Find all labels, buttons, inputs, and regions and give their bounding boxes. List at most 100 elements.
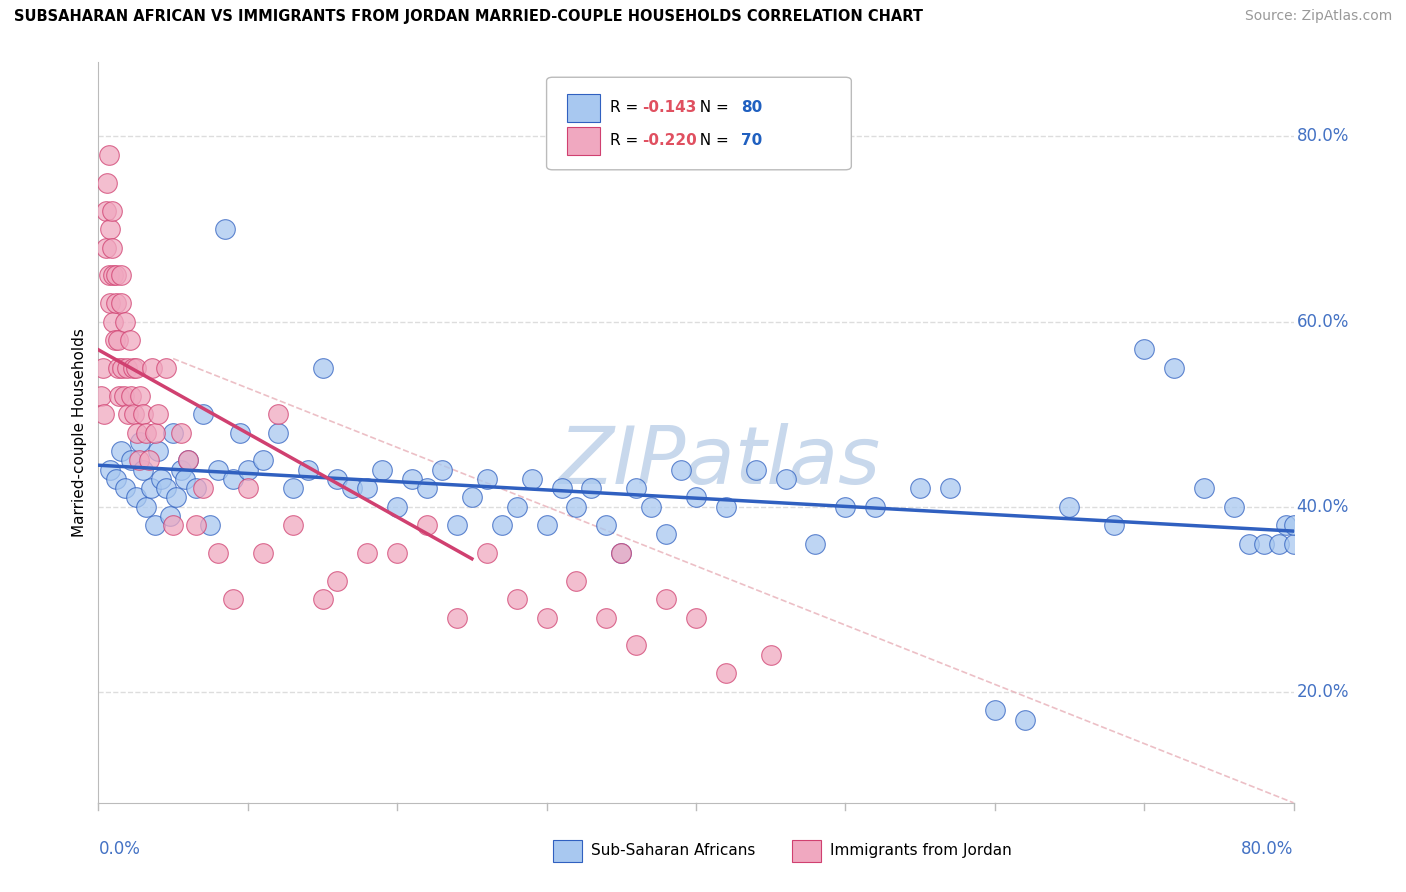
Point: [536, 518, 558, 533]
Point: [865, 500, 887, 514]
Point: [96, 176, 118, 190]
Point: [191, 481, 214, 495]
Point: [97, 268, 120, 283]
Point: [550, 481, 572, 495]
Point: [207, 546, 229, 560]
Point: [120, 453, 142, 467]
Point: [475, 472, 498, 486]
Text: 80.0%: 80.0%: [1241, 840, 1294, 858]
Point: [165, 491, 187, 505]
Point: [565, 500, 588, 514]
Point: [1014, 713, 1036, 727]
Point: [120, 389, 142, 403]
Point: [98, 222, 122, 236]
Point: [1282, 518, 1305, 533]
Point: [446, 518, 468, 533]
Point: [401, 472, 423, 486]
Point: [385, 500, 409, 514]
Point: [908, 481, 931, 495]
Point: [416, 481, 439, 495]
Point: [141, 360, 163, 375]
Point: [110, 444, 132, 458]
Point: [281, 518, 304, 533]
Point: [506, 500, 529, 514]
Point: [1223, 500, 1246, 514]
Text: N =: N =: [690, 100, 734, 115]
Point: [1104, 518, 1126, 533]
Point: [132, 407, 155, 421]
Point: [430, 462, 453, 476]
Point: [222, 472, 245, 486]
Point: [685, 491, 707, 505]
Point: [655, 527, 678, 541]
Point: [311, 592, 333, 607]
Point: [143, 518, 166, 533]
Point: [311, 360, 333, 375]
Point: [626, 639, 648, 653]
Point: [595, 518, 617, 533]
Point: [834, 500, 856, 514]
Point: [107, 360, 129, 375]
Point: [626, 481, 648, 495]
Point: [1192, 481, 1215, 495]
Point: [1253, 536, 1275, 550]
Point: [94, 240, 117, 254]
Point: [281, 481, 304, 495]
Point: [491, 518, 513, 533]
Point: [105, 268, 128, 283]
Point: [356, 481, 378, 495]
Point: [177, 453, 200, 467]
Point: [1059, 500, 1081, 514]
Point: [117, 407, 139, 421]
Point: [506, 592, 529, 607]
Point: [148, 407, 170, 421]
Point: [174, 472, 197, 486]
Point: [177, 453, 200, 467]
Point: [162, 425, 184, 440]
Point: [252, 546, 274, 560]
Point: [214, 222, 236, 236]
Point: [101, 203, 124, 218]
Point: [103, 314, 125, 328]
Text: 20.0%: 20.0%: [1296, 682, 1348, 701]
Point: [222, 592, 245, 607]
FancyBboxPatch shape: [547, 78, 852, 169]
Point: [610, 546, 633, 560]
Text: N =: N =: [690, 134, 734, 148]
Point: [135, 425, 157, 440]
Point: [326, 472, 349, 486]
Point: [90, 389, 112, 403]
Point: [475, 546, 498, 560]
Point: [104, 333, 127, 347]
Point: [759, 648, 782, 662]
Point: [1282, 536, 1305, 550]
Point: [127, 425, 149, 440]
Point: [98, 462, 122, 476]
Point: [105, 296, 128, 310]
Point: [326, 574, 349, 588]
Point: [184, 518, 207, 533]
Point: [103, 268, 125, 283]
Point: [138, 453, 160, 467]
Text: 80.0%: 80.0%: [1296, 128, 1348, 145]
Point: [155, 481, 177, 495]
Point: [267, 407, 290, 421]
Point: [416, 518, 439, 533]
Point: [536, 610, 558, 624]
Point: [565, 574, 588, 588]
FancyBboxPatch shape: [792, 840, 821, 862]
Point: [267, 425, 290, 440]
Point: [110, 296, 132, 310]
Point: [101, 240, 124, 254]
Text: R =: R =: [610, 100, 643, 115]
Point: [159, 508, 181, 523]
Point: [669, 462, 692, 476]
Point: [1275, 518, 1298, 533]
Point: [129, 389, 152, 403]
Point: [804, 536, 827, 550]
Text: 60.0%: 60.0%: [1296, 312, 1348, 331]
Point: [461, 491, 484, 505]
Text: SUBSAHARAN AFRICAN VS IMMIGRANTS FROM JORDAN MARRIED-COUPLE HOUSEHOLDS CORRELATI: SUBSAHARAN AFRICAN VS IMMIGRANTS FROM JO…: [14, 9, 924, 24]
Point: [169, 462, 191, 476]
Text: 0.0%: 0.0%: [98, 840, 141, 858]
